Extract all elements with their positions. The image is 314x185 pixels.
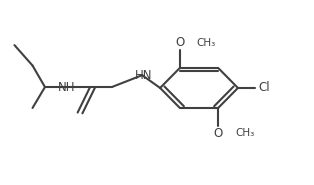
Text: HN: HN: [135, 69, 153, 82]
Text: O: O: [214, 127, 223, 140]
Text: O: O: [175, 36, 184, 49]
Text: NH: NH: [58, 80, 75, 94]
Text: CH₃: CH₃: [197, 38, 216, 48]
Text: Cl: Cl: [258, 81, 270, 95]
Text: CH₃: CH₃: [236, 128, 255, 138]
